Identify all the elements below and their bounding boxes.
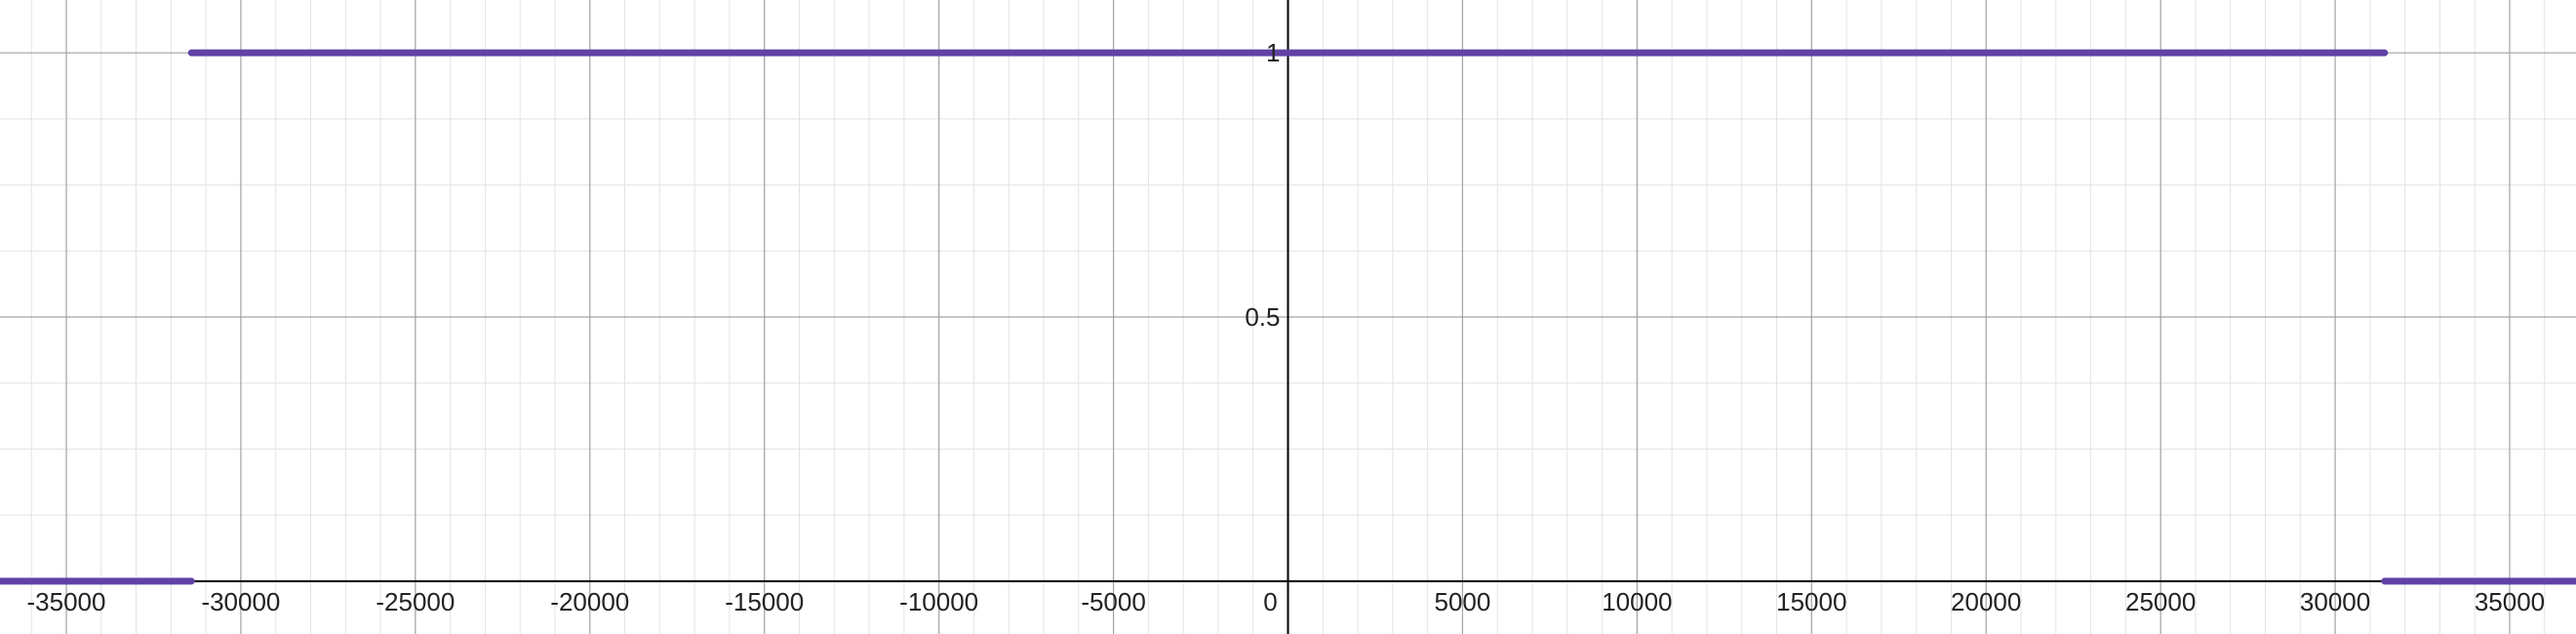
x-tick-label: 15000 xyxy=(1776,587,1846,616)
x-tick-label: -5000 xyxy=(1081,587,1146,616)
tick-labels: -35000 -30000 -25000 -20000 -15000 -10000 -500… xyxy=(27,38,2546,616)
x-tick-label: -35000 xyxy=(27,587,106,616)
x-tick-label: 5000 xyxy=(1435,587,1491,616)
x-tick-label: 35000 xyxy=(2475,587,2545,616)
y-tick-label: 0.5 xyxy=(1245,302,1280,332)
x-tick-label: -30000 xyxy=(201,587,280,616)
x-tick-label: 30000 xyxy=(2300,587,2370,616)
x-tick-label: -15000 xyxy=(725,587,804,616)
x-tick-label: -20000 xyxy=(550,587,629,616)
x-tick-label: 10000 xyxy=(1602,587,1672,616)
x-tick-label: -10000 xyxy=(899,587,978,616)
x-tick-label: 0 xyxy=(1263,587,1277,616)
x-tick-label: 20000 xyxy=(1951,587,2021,616)
plot-area xyxy=(0,49,2576,585)
y-tick-label: 1 xyxy=(1266,38,1280,67)
x-tick-label: 25000 xyxy=(2125,587,2196,616)
x-tick-label: -25000 xyxy=(376,587,455,616)
